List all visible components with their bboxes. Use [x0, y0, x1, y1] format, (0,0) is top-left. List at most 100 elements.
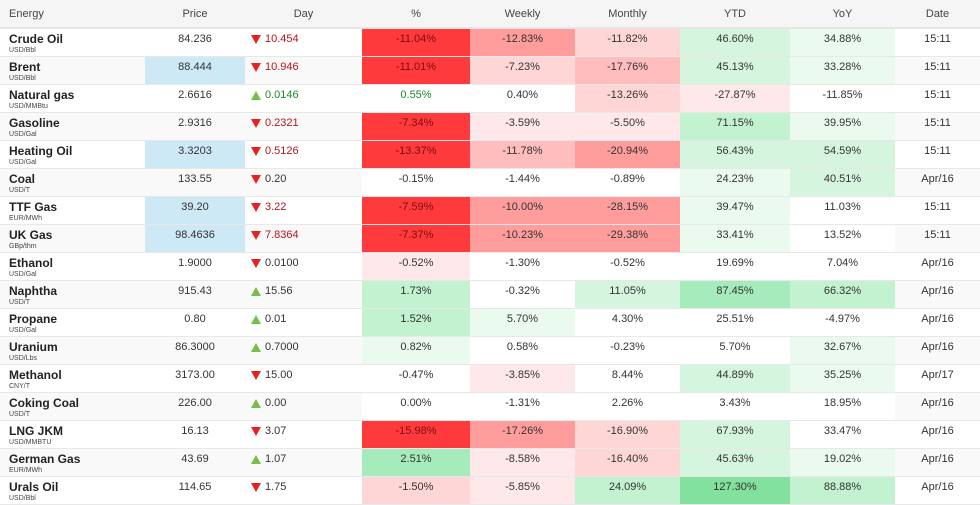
commodity-name[interactable]: TTF Gas [9, 200, 58, 214]
commodity-cell[interactable]: Crude Oil USD/Bbl [0, 28, 145, 57]
table-row[interactable]: TTF Gas EUR/MWh 39.20 3.22 -7.59% -10.00% -28.… [0, 196, 980, 225]
commodity-name[interactable]: Gasoline [9, 116, 60, 130]
table-row[interactable]: Gasoline USD/Gal 2.9316 0.2321 -7.34% -3.59% -… [0, 112, 980, 141]
table-row[interactable]: Coal USD/T 133.55 0.20 -0.15% -1.44% -0.89% 24.… [0, 168, 980, 197]
pct-change-cell: -13.37% [362, 140, 470, 169]
commodity-unit: USD/T [9, 299, 30, 306]
commodity-cell[interactable]: Propane USD/Gal [0, 308, 145, 337]
weekly-change-value: -1.31% [505, 397, 540, 409]
pct-change-cell: 2.51% [362, 448, 470, 477]
table-row[interactable]: Methanol CNY/T 3173.00 15.00 -0.47% -3.85% 8.4… [0, 364, 980, 393]
column-header-date[interactable]: Date [895, 0, 980, 29]
price-cell: 86.3000 [145, 336, 245, 365]
yoy-change-cell: 39.95% [790, 112, 895, 141]
commodity-name[interactable]: Urals Oil [9, 480, 59, 494]
pct-change-cell: -7.34% [362, 112, 470, 141]
commodity-name[interactable]: Coking Coal [9, 396, 80, 410]
commodity-name[interactable]: Coal [9, 172, 36, 186]
ytd-change-cell: 5.70% [680, 336, 790, 365]
monthly-change-cell: -28.15% [575, 196, 680, 225]
ytd-change-cell: 45.63% [680, 448, 790, 477]
price-value: 2.9316 [178, 117, 212, 129]
triangle-up-icon [251, 286, 261, 296]
pct-change-value: 0.00% [400, 397, 432, 409]
date-cell: Apr/16 [895, 420, 980, 449]
commodity-name[interactable]: Brent [9, 60, 41, 74]
commodity-name[interactable]: Natural gas [9, 88, 75, 102]
monthly-change-cell: 8.44% [575, 364, 680, 393]
table-row[interactable]: German Gas EUR/MWh 43.69 1.07 2.51% -8.58% -16… [0, 448, 980, 477]
commodity-cell[interactable]: Natural gas USD/MMBtu [0, 84, 145, 113]
table-row[interactable]: Propane USD/Gal 0.80 0.01 1.52% 5.70% 4.30% 25.… [0, 308, 980, 337]
table-row[interactable]: UK Gas GBp/thm 98.4636 7.8364 -7.37% -10.23% -… [0, 224, 980, 253]
commodity-cell[interactable]: Urals Oil USD/Bbl [0, 476, 145, 505]
commodity-cell[interactable]: Coal USD/T [0, 168, 145, 197]
table-row[interactable]: Uranium USD/Lbs 86.3000 0.7000 0.82% 0.58% -0.… [0, 336, 980, 365]
day-change-cell: 0.00 [245, 392, 362, 421]
commodity-unit: USD/Bbl [9, 75, 36, 82]
column-header-ytd[interactable]: YTD [680, 0, 790, 29]
table-row[interactable]: Urals Oil USD/Bbl 114.65 1.75 -1.50% -5.85% 24… [0, 476, 980, 505]
commodity-name[interactable]: German Gas [9, 452, 81, 466]
commodity-cell[interactable]: Brent USD/Bbl [0, 56, 145, 85]
price-value: 226.00 [178, 397, 212, 409]
weekly-change-cell: -1.31% [470, 392, 575, 421]
column-header-price[interactable]: Price [145, 0, 245, 29]
date-value: 15:11 [924, 201, 951, 213]
monthly-change-value: 24.09% [608, 481, 647, 493]
column-header-energy[interactable]: Energy [0, 0, 145, 29]
date-value: Apr/16 [921, 453, 954, 465]
commodity-cell[interactable]: Naphtha USD/T [0, 280, 145, 309]
commodity-name[interactable]: Methanol [9, 368, 62, 382]
column-header-yoy[interactable]: YoY [790, 0, 895, 29]
table-row[interactable]: Naphtha USD/T 915.43 15.56 1.73% -0.32% 11.05%… [0, 280, 980, 309]
commodity-name[interactable]: Heating Oil [9, 144, 73, 158]
price-value: 98.4636 [175, 229, 215, 241]
commodity-name[interactable]: Crude Oil [9, 32, 64, 46]
commodity-cell[interactable]: UK Gas GBp/thm [0, 224, 145, 253]
commodity-name[interactable]: Uranium [9, 340, 58, 354]
pct-change-value: -7.37% [398, 229, 434, 241]
commodity-name[interactable]: LNG JKM [9, 424, 63, 438]
commodity-name[interactable]: Propane [9, 312, 58, 326]
pct-change-cell: 0.55% [362, 84, 470, 113]
table-row[interactable]: Coking Coal USD/T 226.00 0.00 0.00% -1.31% 2.2… [0, 392, 980, 421]
price-value: 3173.00 [175, 369, 215, 381]
price-value: 133.55 [178, 173, 212, 185]
table-row[interactable]: LNG JKM USD/MMBTU 16.13 3.07 -15.98% -17.26% -… [0, 420, 980, 449]
table-row[interactable]: Heating Oil USD/Gal 3.3203 0.5126 -13.37% -11… [0, 140, 980, 169]
table-row[interactable]: Ethanol USD/Gal 1.9000 0.0100 -0.52% -1.30% -0… [0, 252, 980, 281]
commodity-cell[interactable]: Uranium USD/Lbs [0, 336, 145, 365]
triangle-up-icon [251, 342, 261, 352]
commodity-name[interactable]: Naphtha [9, 284, 57, 298]
yoy-change-value: 33.47% [823, 425, 862, 437]
table-row[interactable]: Natural gas USD/MMBtu 2.6616 0.0146 0.55% 0.4… [0, 84, 980, 113]
commodity-cell[interactable]: German Gas EUR/MWh [0, 448, 145, 477]
ytd-change-value: 44.89% [716, 369, 754, 381]
column-header-weekly[interactable]: Weekly [470, 0, 575, 29]
price-cell: 915.43 [145, 280, 245, 309]
commodity-cell[interactable]: Gasoline USD/Gal [0, 112, 145, 141]
monthly-change-value: -0.23% [610, 341, 645, 353]
weekly-change-cell: 5.70% [470, 308, 575, 337]
weekly-change-cell: 0.58% [470, 336, 575, 365]
ytd-change-value: 39.47% [716, 201, 754, 213]
commodity-cell[interactable]: LNG JKM USD/MMBTU [0, 420, 145, 449]
column-header-monthly[interactable]: Monthly [575, 0, 680, 29]
commodity-cell[interactable]: Methanol CNY/T [0, 364, 145, 393]
commodity-name[interactable]: Ethanol [9, 256, 53, 270]
table-row[interactable]: Brent USD/Bbl 88.444 10.946 -11.01% -7.23% -17… [0, 56, 980, 85]
commodity-cell[interactable]: TTF Gas EUR/MWh [0, 196, 145, 225]
yoy-change-value: 88.88% [823, 481, 862, 493]
commodity-cell[interactable]: Coking Coal USD/T [0, 392, 145, 421]
commodity-cell[interactable]: Heating Oil USD/Gal [0, 140, 145, 169]
ytd-change-value: 71.15% [716, 117, 754, 129]
weekly-change-value: -12.83% [502, 33, 543, 45]
commodity-name[interactable]: UK Gas [9, 228, 53, 242]
column-header-pct[interactable]: % [362, 0, 470, 29]
column-header-day[interactable]: Day [245, 0, 362, 29]
table-row[interactable]: Crude Oil USD/Bbl 84.236 10.454 -11.04% -12.8… [0, 28, 980, 57]
commodity-cell[interactable]: Ethanol USD/Gal [0, 252, 145, 281]
commodity-unit: USD/T [9, 411, 30, 418]
date-cell: Apr/17 [895, 364, 980, 393]
